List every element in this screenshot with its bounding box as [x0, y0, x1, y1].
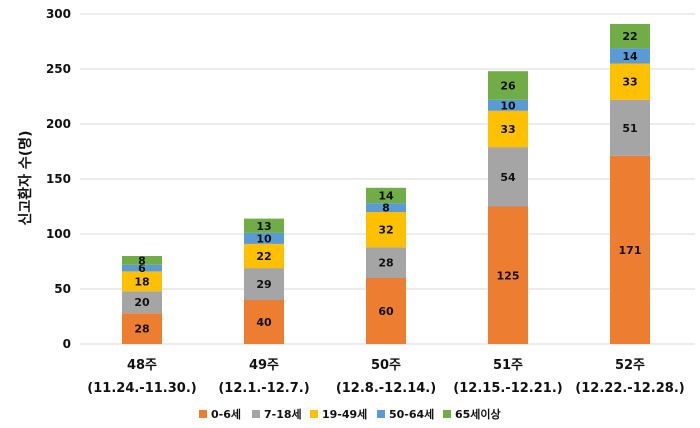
bar-segment — [122, 291, 162, 314]
legend-swatch — [252, 410, 260, 418]
bar-segment — [244, 232, 284, 244]
data-label: 125 — [497, 269, 520, 282]
bar-segment — [488, 71, 528, 100]
data-label: 8 — [382, 202, 390, 215]
bar-segment — [122, 313, 162, 344]
y-tick-label: 200 — [46, 117, 71, 131]
legend-item: 19-49세 — [310, 407, 367, 421]
x-category-label: 49주 — [249, 358, 279, 373]
bar-segment — [488, 206, 528, 344]
x-category-sublabel: (11.24.-11.30.) — [87, 381, 196, 396]
bar-segment — [366, 247, 406, 278]
x-category-sublabel: (12.15.-12.21.) — [453, 381, 562, 396]
bar-stack-3: 125 54 33 10 26 — [488, 71, 528, 344]
legend-swatch — [310, 410, 318, 418]
bar-segment — [366, 212, 406, 248]
data-label: 28 — [134, 323, 149, 336]
y-tick-label: 250 — [46, 62, 71, 76]
legend-swatch — [377, 410, 385, 418]
data-label: 28 — [378, 257, 393, 270]
legend-item: 0-6세 — [199, 407, 241, 421]
bar-segment — [244, 300, 284, 344]
data-label: 32 — [378, 224, 393, 237]
legend-label: 50-64세 — [389, 407, 434, 421]
bar-segment — [488, 99, 528, 111]
legend-swatch — [443, 410, 451, 418]
bar-segment — [488, 147, 528, 207]
bar-segment — [610, 23, 650, 49]
data-label: 33 — [500, 123, 515, 136]
data-label: 22 — [256, 250, 271, 263]
data-label: 14 — [622, 50, 638, 63]
bar-segment — [244, 268, 284, 300]
y-tick-label: 150 — [46, 172, 71, 186]
x-category-label: 52주 — [615, 358, 645, 373]
x-category-label: 51주 — [493, 358, 523, 373]
bar-segment — [610, 63, 650, 100]
legend-label: 7-18세 — [264, 407, 302, 421]
legend-label: 65세이상 — [455, 407, 501, 421]
bars: 2820186840292210136028328141255433102617… — [122, 23, 650, 344]
y-tick-label: 50 — [54, 282, 71, 296]
data-label: 10 — [256, 232, 272, 245]
x-category-sublabel: (12.22.-12.28.) — [575, 381, 684, 396]
y-axis-ticks: 0 50 100 150 200 250 300 — [46, 7, 71, 351]
data-label: 8 — [138, 254, 146, 267]
data-label: 29 — [256, 278, 271, 291]
data-label: 171 — [619, 244, 642, 257]
bar-segment — [610, 155, 650, 344]
bar-stack-2: 60 28 32 814 — [366, 187, 406, 344]
data-label: 22 — [622, 30, 637, 43]
bar-segment — [366, 278, 406, 344]
y-tick-label: 300 — [46, 7, 71, 21]
data-label: 20 — [134, 296, 150, 309]
data-label: 40 — [256, 316, 272, 329]
legend-swatch — [199, 410, 207, 418]
data-label: 6 — [138, 262, 146, 275]
bar-segment — [244, 243, 284, 269]
x-category-sublabel: (12.8.-12.14.) — [336, 381, 436, 396]
legend-item: 50-64세 — [377, 407, 434, 421]
y-axis-title: 신고환자 수(명) — [17, 131, 34, 226]
bar-segment — [366, 203, 406, 212]
bar-segment — [122, 264, 162, 272]
x-axis-labels: 48주 (11.24.-11.30.) 49주 (12.1.-12.7.) 50주 (12… — [87, 358, 684, 396]
data-label: 60 — [378, 305, 394, 318]
data-label: 51 — [622, 122, 637, 135]
x-category-label: 48주 — [127, 358, 157, 373]
data-label: 33 — [622, 76, 637, 89]
bar-segment — [366, 187, 406, 204]
bar-segment — [122, 256, 162, 265]
data-label: 18 — [134, 275, 149, 288]
bar-segment — [610, 99, 650, 156]
bar-segment — [488, 110, 528, 148]
bar-stack-4: 171 51 33 14 22 — [610, 23, 650, 344]
x-category-label: 50주 — [371, 358, 401, 373]
data-label: 10 — [500, 99, 516, 112]
data-label: 26 — [500, 80, 516, 93]
bar-segment — [610, 48, 650, 64]
y-tick-label: 0 — [63, 337, 71, 351]
data-label: 14 — [378, 190, 394, 203]
bar-segment — [244, 218, 284, 233]
legend-item: 7-18세 — [252, 407, 302, 421]
data-label: 13 — [256, 220, 271, 233]
x-category-sublabel: (12.1.-12.7.) — [218, 381, 309, 396]
legend-label: 0-6세 — [211, 407, 241, 421]
y-tick-label: 100 — [46, 227, 71, 241]
legend-label: 19-49세 — [322, 407, 367, 421]
bar-segment — [122, 271, 162, 292]
legend: 0-6세 7-18세 19-49세 50-64세 65세이상 — [199, 407, 501, 421]
legend-item: 65세이상 — [443, 407, 501, 421]
data-label: 54 — [500, 171, 516, 184]
